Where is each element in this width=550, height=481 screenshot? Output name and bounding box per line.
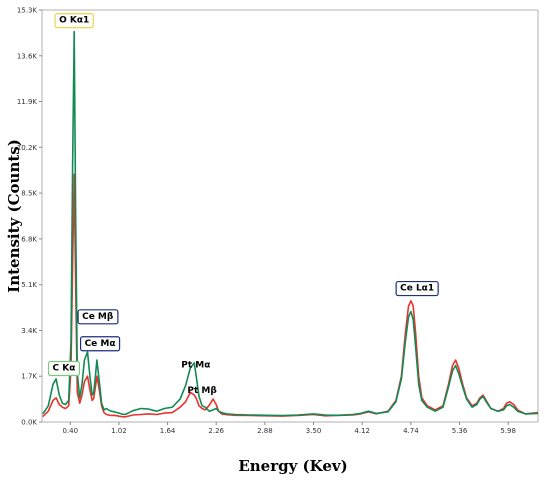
x-axis-ticks: 0.40 1.02 1.64 2.26 2.88 3.50 4.12 4.74 5.36 5.98 (62, 422, 516, 435)
x-tick-label: 2.26 (208, 427, 224, 435)
x-tick-label: 1.02 (111, 427, 127, 435)
peak-label: C Kα (47, 360, 81, 377)
y-tick-label: 5.1K (21, 281, 37, 289)
peak-label: Ce Mα (79, 336, 121, 352)
y-tick-label: 13.6K (17, 52, 38, 60)
spectrum-series-1-line (42, 173, 539, 418)
peak-label-box (77, 309, 119, 325)
x-tick-label: 0.40 (62, 427, 78, 435)
y-tick-label: 1.7K (21, 373, 37, 381)
series-layer (42, 30, 539, 418)
x-tick-label: 4.74 (403, 427, 419, 435)
spectrum-series-2-line (42, 30, 539, 417)
peak-label-text: Ce Mα (85, 339, 116, 349)
peak-label-box (395, 280, 439, 297)
y-axis-title: Intensity (Counts) (5, 139, 23, 293)
peak-label-text: Pt Mα (181, 360, 210, 370)
x-tick-label: 4.12 (354, 427, 370, 435)
peak-label-text: O Kα1 (59, 16, 89, 26)
y-tick-label: 6.8K (21, 235, 37, 243)
y-tick-label: 15.3K (17, 7, 38, 15)
x-tick-label: 5.36 (452, 427, 468, 435)
peak-label: Ce Lα1 (395, 280, 439, 297)
y-tick-label: 8.5K (21, 190, 37, 198)
peak-label-text: Ce Mβ (82, 312, 114, 322)
x-tick-label: 1.64 (160, 427, 176, 435)
x-tick-label: 3.50 (306, 427, 322, 435)
peak-label: Pt Mβ (187, 386, 217, 396)
y-tick-label: 0.0K (21, 419, 37, 427)
peak-label-box (47, 360, 81, 377)
peak-label: Ce Mβ (77, 309, 119, 325)
y-tick-label: 10.2K (17, 144, 38, 152)
y-tick-label: 3.4K (21, 327, 37, 335)
annotation-layer: O Kα1 Ce Mβ Ce Mα C Kα Pt Mα Pt Mβ Ce Lα1 (47, 13, 439, 396)
x-tick-label: 2.88 (257, 427, 273, 435)
plot-frame (41, 9, 539, 423)
y-axis-ticks: 0.0K 1.7K 3.4K 5.1K 6.8K 8.5K 10.2K 11.9K 13.6K 1… (17, 7, 42, 427)
peak-label: O Kα1 (54, 13, 94, 29)
peak-label-text: Pt Mβ (187, 386, 217, 396)
peak-label-text: C Kα (53, 364, 76, 374)
peak-label: Pt Mα (181, 360, 210, 370)
peak-label-box (79, 336, 121, 352)
peak-label-text: Ce Lα1 (400, 284, 434, 294)
x-axis-title: Energy (Kev) (238, 457, 347, 475)
peak-label-box (54, 13, 94, 29)
y-tick-label: 11.9K (17, 98, 38, 106)
x-tick-label: 5.98 (500, 427, 516, 435)
